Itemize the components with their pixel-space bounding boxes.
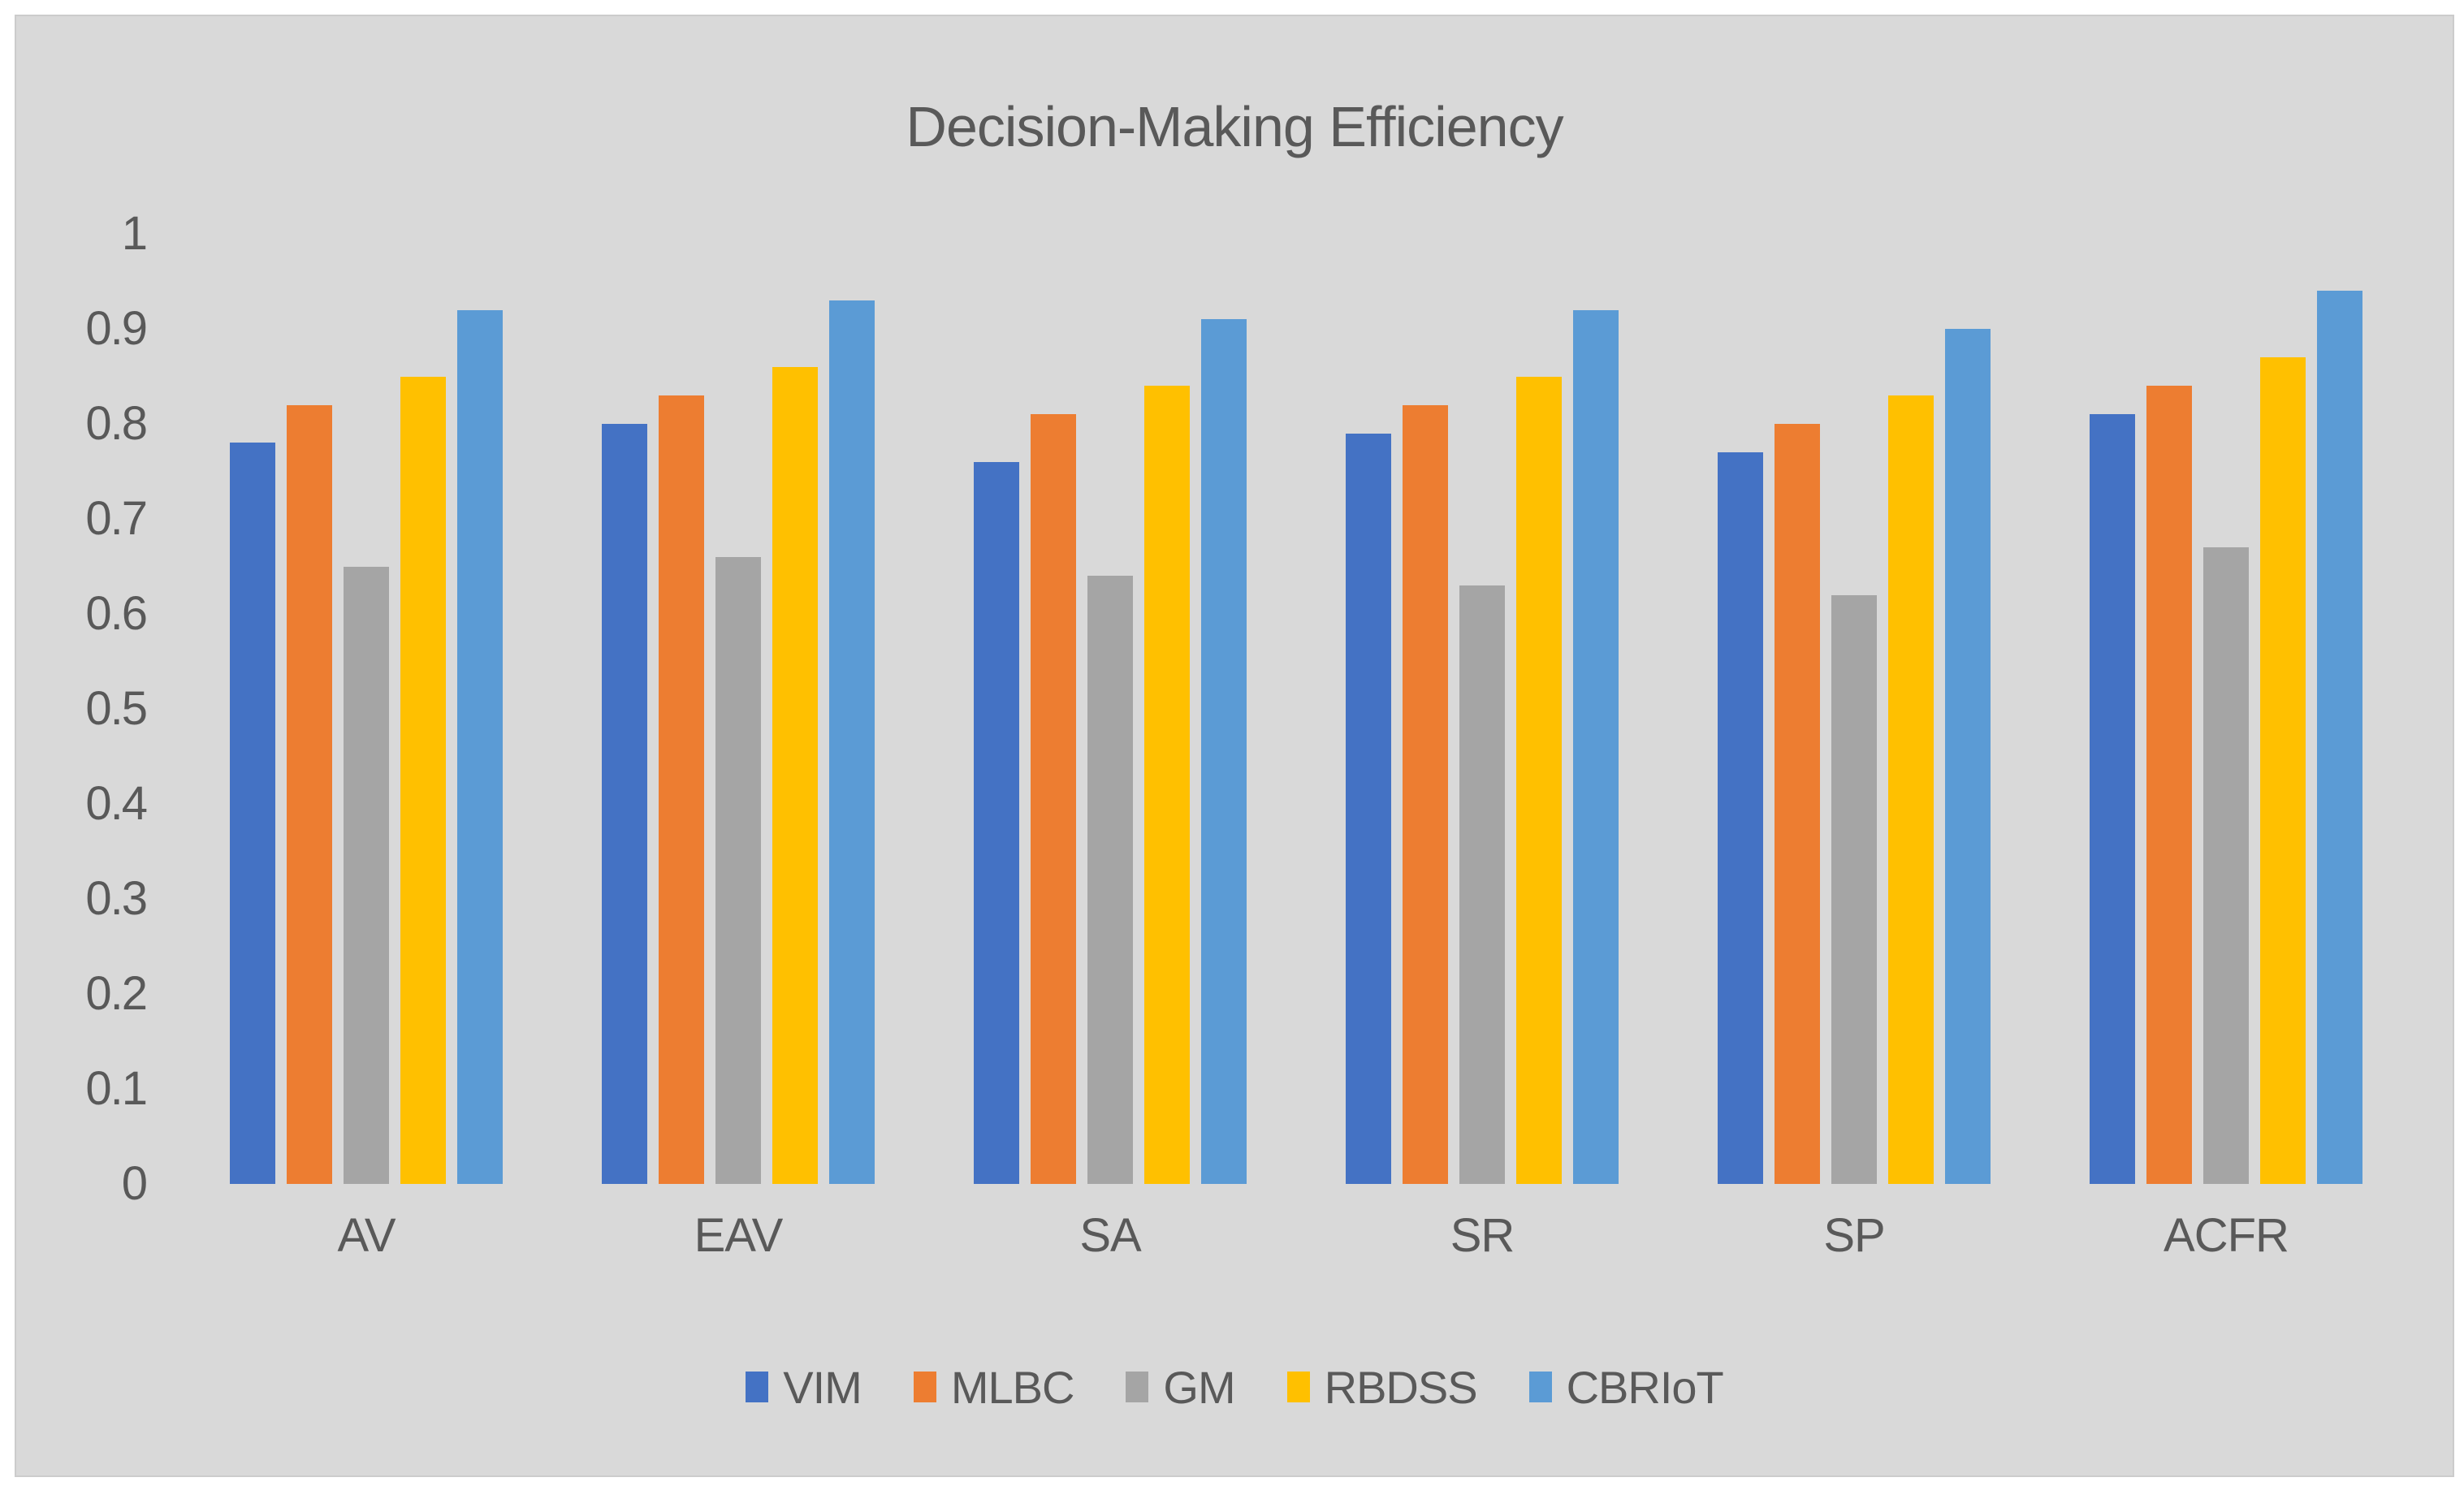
x-tick-label-SP: SP — [1823, 1209, 1885, 1262]
bar-MLBC-SA — [1031, 414, 1076, 1184]
y-tick-label-0.1: 0.1 — [85, 1062, 148, 1115]
legend-marker-icon — [746, 1372, 769, 1402]
legend-label: RBDSS — [1324, 1361, 1478, 1413]
y-axis: 0 0.1 0.2 0.3 0.4 0.5 0.6 0.7 0.8 0.9 1 — [16, 16, 148, 1475]
y-tick-label-0.6: 0.6 — [85, 587, 148, 640]
bar-group-AV — [230, 234, 503, 1184]
bar-RBDSS-SA — [1144, 386, 1190, 1184]
bar-VIM-SP — [1718, 452, 1763, 1184]
bar-CBRIoT-ACFR — [2317, 291, 2362, 1184]
legend-marker-icon — [913, 1372, 936, 1402]
chart-panel: Decision-Making Efficiency 0 0.1 0.2 0.3 0.4… — [15, 15, 2454, 1477]
y-tick-label-0.2: 0.2 — [85, 967, 148, 1020]
legend-item-VIM: VIM — [746, 1361, 862, 1414]
bar-CBRIoT-SP — [1945, 329, 1991, 1184]
y-tick-label-0.7: 0.7 — [85, 492, 148, 545]
bar-VIM-SR — [1346, 433, 1391, 1184]
bar-group-SR — [1346, 234, 1619, 1184]
legend-label: CBRIoT — [1566, 1361, 1724, 1413]
bar-RBDSS-SR — [1516, 376, 1562, 1184]
bar-MLBC-SR — [1403, 404, 1448, 1184]
plot-area — [230, 234, 2362, 1184]
bar-CBRIoT-AV — [457, 309, 503, 1184]
bar-GM-SP — [1831, 594, 1877, 1184]
y-tick-label-0.3: 0.3 — [85, 872, 148, 925]
x-tick-label-SR: SR — [1450, 1209, 1515, 1262]
bar-MLBC-SP — [1775, 424, 1820, 1184]
bar-RBDSS-AV — [400, 376, 446, 1184]
bar-MLBC-EAV — [659, 395, 704, 1184]
bar-group-SA — [974, 234, 1247, 1184]
legend-marker-icon — [1528, 1372, 1552, 1402]
bar-RBDSS-EAV — [772, 366, 818, 1184]
bar-GM-AV — [344, 566, 389, 1184]
bar-RBDSS-SP — [1888, 395, 1934, 1184]
y-tick-label-1: 1 — [121, 207, 148, 260]
bar-group-EAV — [602, 234, 875, 1184]
legend-label: GM — [1163, 1361, 1235, 1413]
y-tick-label-0: 0 — [121, 1157, 148, 1210]
legend-label: VIM — [783, 1361, 862, 1413]
bar-MLBC-ACFR — [2146, 386, 2192, 1184]
bar-VIM-SA — [974, 461, 1019, 1184]
bar-GM-SA — [1087, 576, 1133, 1184]
legend-item-CBRIoT: CBRIoT — [1528, 1361, 1724, 1414]
legend-marker-icon — [1126, 1372, 1149, 1402]
legend-item-MLBC: MLBC — [913, 1361, 1075, 1414]
y-tick-label-0.8: 0.8 — [85, 397, 148, 450]
bar-group-SP — [1718, 234, 1991, 1184]
x-axis: AV EAV SA SR SP ACFR — [230, 1208, 2362, 1263]
bar-MLBC-AV — [287, 404, 332, 1184]
bar-GM-ACFR — [2203, 547, 2249, 1184]
legend-marker-icon — [1286, 1372, 1310, 1402]
bar-GM-EAV — [715, 556, 761, 1184]
bar-VIM-AV — [230, 443, 275, 1184]
legend-label: MLBC — [950, 1361, 1075, 1413]
x-tick-label-ACFR: ACFR — [2164, 1209, 2289, 1262]
bar-VIM-ACFR — [2090, 414, 2135, 1184]
y-tick-label-0.9: 0.9 — [85, 302, 148, 355]
bar-VIM-EAV — [602, 424, 647, 1184]
bar-RBDSS-ACFR — [2260, 357, 2306, 1184]
y-tick-label-0.4: 0.4 — [85, 777, 148, 830]
x-tick-label-EAV: EAV — [694, 1209, 784, 1262]
x-tick-label-AV: AV — [337, 1209, 396, 1262]
legend-item-GM: GM — [1126, 1361, 1236, 1414]
bar-CBRIoT-EAV — [829, 300, 875, 1184]
bar-GM-SR — [1459, 585, 1505, 1184]
bar-group-ACFR — [2090, 234, 2362, 1184]
x-tick-label-SA: SA — [1079, 1209, 1141, 1262]
bar-CBRIoT-SR — [1573, 309, 1619, 1184]
chart-title: Decision-Making Efficiency — [906, 95, 1563, 158]
legend-item-RBDSS: RBDSS — [1286, 1361, 1478, 1414]
legend: VIM MLBC GM RBDSS CBRIoT — [16, 1354, 2453, 1419]
bar-CBRIoT-SA — [1201, 319, 1247, 1184]
y-tick-label-0.5: 0.5 — [85, 682, 148, 735]
